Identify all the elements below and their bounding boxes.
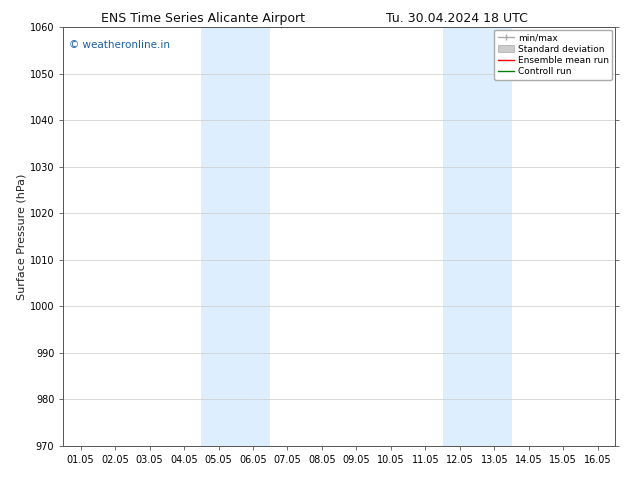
Bar xyxy=(443,27,512,446)
Text: Tu. 30.04.2024 18 UTC: Tu. 30.04.2024 18 UTC xyxy=(385,12,527,25)
Bar xyxy=(202,27,270,446)
Text: © weatheronline.in: © weatheronline.in xyxy=(69,40,170,49)
Y-axis label: Surface Pressure (hPa): Surface Pressure (hPa) xyxy=(17,173,27,299)
Legend: min/max, Standard deviation, Ensemble mean run, Controll run: min/max, Standard deviation, Ensemble me… xyxy=(494,30,612,80)
Text: ENS Time Series Alicante Airport: ENS Time Series Alicante Airport xyxy=(101,12,305,25)
